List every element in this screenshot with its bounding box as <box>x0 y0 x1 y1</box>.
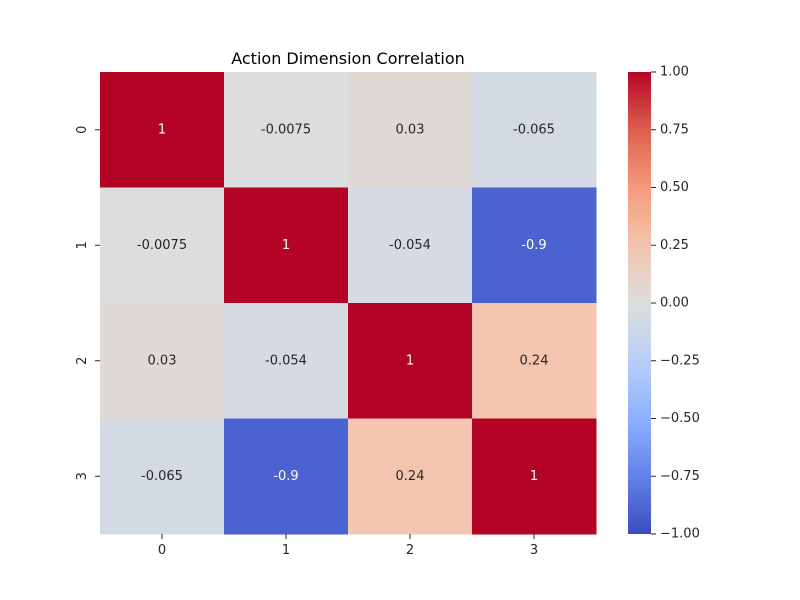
cell-annotation-3-2: 0.24 <box>396 469 425 484</box>
cell-annotation-3-3: 1 <box>530 469 538 484</box>
heatmap-cell-1-3 <box>472 187 597 304</box>
heatmap-cell-3-2 <box>348 418 473 535</box>
colorbar-tick-label-6: −0.50 <box>660 411 700 426</box>
heatmap-cell-3-3 <box>472 418 597 535</box>
colorbar: 1.00 0.75 0.50 0.25 0.00 −0.25 −0.50 −0.75 −1.00 <box>628 65 700 542</box>
y-tick-label-1: 1 <box>75 241 90 249</box>
cell-annotation-1-2: -0.054 <box>389 238 431 253</box>
cell-annotation-0-2: 0.03 <box>396 122 425 137</box>
colorbar-tick-label-7: −0.75 <box>660 469 700 484</box>
colorbar-tick-label-5: −0.25 <box>660 353 700 368</box>
colorbar-tick-label-8: −1.00 <box>660 527 700 542</box>
heatmap-cell-2-0 <box>100 303 225 419</box>
cell-annotation-0-1: -0.0075 <box>261 122 311 137</box>
cell-annotation-2-0: 0.03 <box>148 353 177 368</box>
x-tick-label-1: 1 <box>282 543 290 558</box>
x-tick-label-3: 3 <box>530 543 538 558</box>
chart-title: Action Dimension Correlation <box>231 49 465 68</box>
heatmap-cell-2-2 <box>348 303 473 419</box>
cell-annotation-0-0: 1 <box>158 122 166 137</box>
colorbar-tick-label-2: 0.50 <box>660 180 689 195</box>
colorbar-tick-label-3: 0.25 <box>660 238 689 253</box>
x-tick-label-2: 2 <box>406 543 414 558</box>
y-tick-label-2: 2 <box>75 357 90 365</box>
y-tick-label-0: 0 <box>75 126 90 134</box>
cell-annotation-2-3: 0.24 <box>520 353 549 368</box>
heatmap-cell-0-2 <box>348 72 473 188</box>
heatmap-cell-3-1 <box>224 418 349 535</box>
heatmap-cell-1-1 <box>224 187 349 304</box>
colorbar-tick-label-1: 0.75 <box>660 122 689 137</box>
heatmap-cell-3-0 <box>100 418 225 535</box>
colorbar-gradient <box>628 72 651 534</box>
heatmap-cell-2-3 <box>472 303 597 419</box>
cell-annotation-1-3: -0.9 <box>521 238 546 253</box>
colorbar-tick-label-4: 0.00 <box>660 296 689 311</box>
heatmap-cell-1-2 <box>348 187 473 304</box>
x-tick-label-0: 0 <box>158 543 166 558</box>
cell-annotation-3-1: -0.9 <box>273 469 298 484</box>
heatmap-annotations: 1 -0.0075 0.03 -0.065 -0.0075 1 -0.054 -0.9 0.03… <box>137 122 555 484</box>
y-axis: 0 1 2 3 <box>75 126 100 480</box>
y-tick-label-3: 3 <box>75 472 90 480</box>
cell-annotation-3-0: -0.065 <box>141 469 183 484</box>
heatmap-cell-0-3 <box>472 72 597 188</box>
heatmap-cell-2-1 <box>224 303 349 419</box>
cell-annotation-2-1: -0.054 <box>265 353 307 368</box>
cell-annotation-0-3: -0.065 <box>513 122 555 137</box>
colorbar-tick-label-0: 1.00 <box>660 65 689 80</box>
heatmap-cells <box>100 72 597 535</box>
cell-annotation-2-2: 1 <box>406 353 414 368</box>
heatmap-cell-0-1 <box>224 72 349 188</box>
cell-annotation-1-1: 1 <box>282 238 290 253</box>
cell-annotation-1-0: -0.0075 <box>137 238 187 253</box>
heatmap-cell-0-0 <box>100 72 225 188</box>
heatmap-cell-1-0 <box>100 187 225 304</box>
x-axis: 0 1 2 3 <box>158 534 538 558</box>
